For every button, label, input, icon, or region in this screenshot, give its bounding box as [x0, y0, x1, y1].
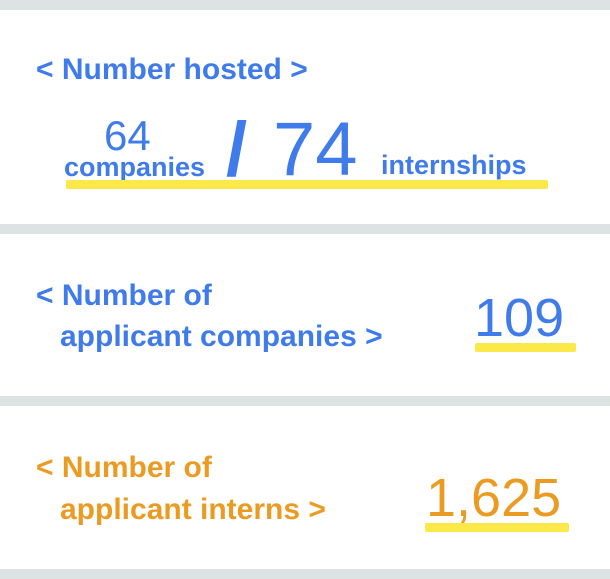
applicant-interns-highlight [425, 523, 569, 532]
separator-slash: / [226, 107, 248, 192]
applicant-companies-heading-line1: < Number of [36, 279, 212, 312]
applicant-companies-card: < Number of applicant companies > 109 [0, 234, 610, 396]
applicant-interns-card: < Number of applicant interns > 1,625 [0, 406, 610, 569]
applicant-interns-heading-line1: < Number of [36, 451, 212, 484]
applicant-interns-count: 1,625 [426, 468, 562, 528]
applicant-companies-heading-line2: applicant companies > [60, 320, 383, 353]
internships-count: 74 [273, 107, 358, 192]
companies-label: companies [64, 152, 206, 182]
applicant-interns-heading-line2: applicant interns > [60, 493, 326, 526]
hosted-card: < Number hosted > 64 companies / 74 inte… [0, 10, 610, 224]
internships-label: internships [381, 150, 527, 180]
applicant-companies-count: 109 [474, 288, 565, 348]
hosted-heading: < Number hosted > [36, 53, 308, 86]
applicant-companies-highlight [475, 343, 576, 352]
hosted-highlight [66, 180, 548, 189]
companies-count: 64 [104, 112, 151, 159]
